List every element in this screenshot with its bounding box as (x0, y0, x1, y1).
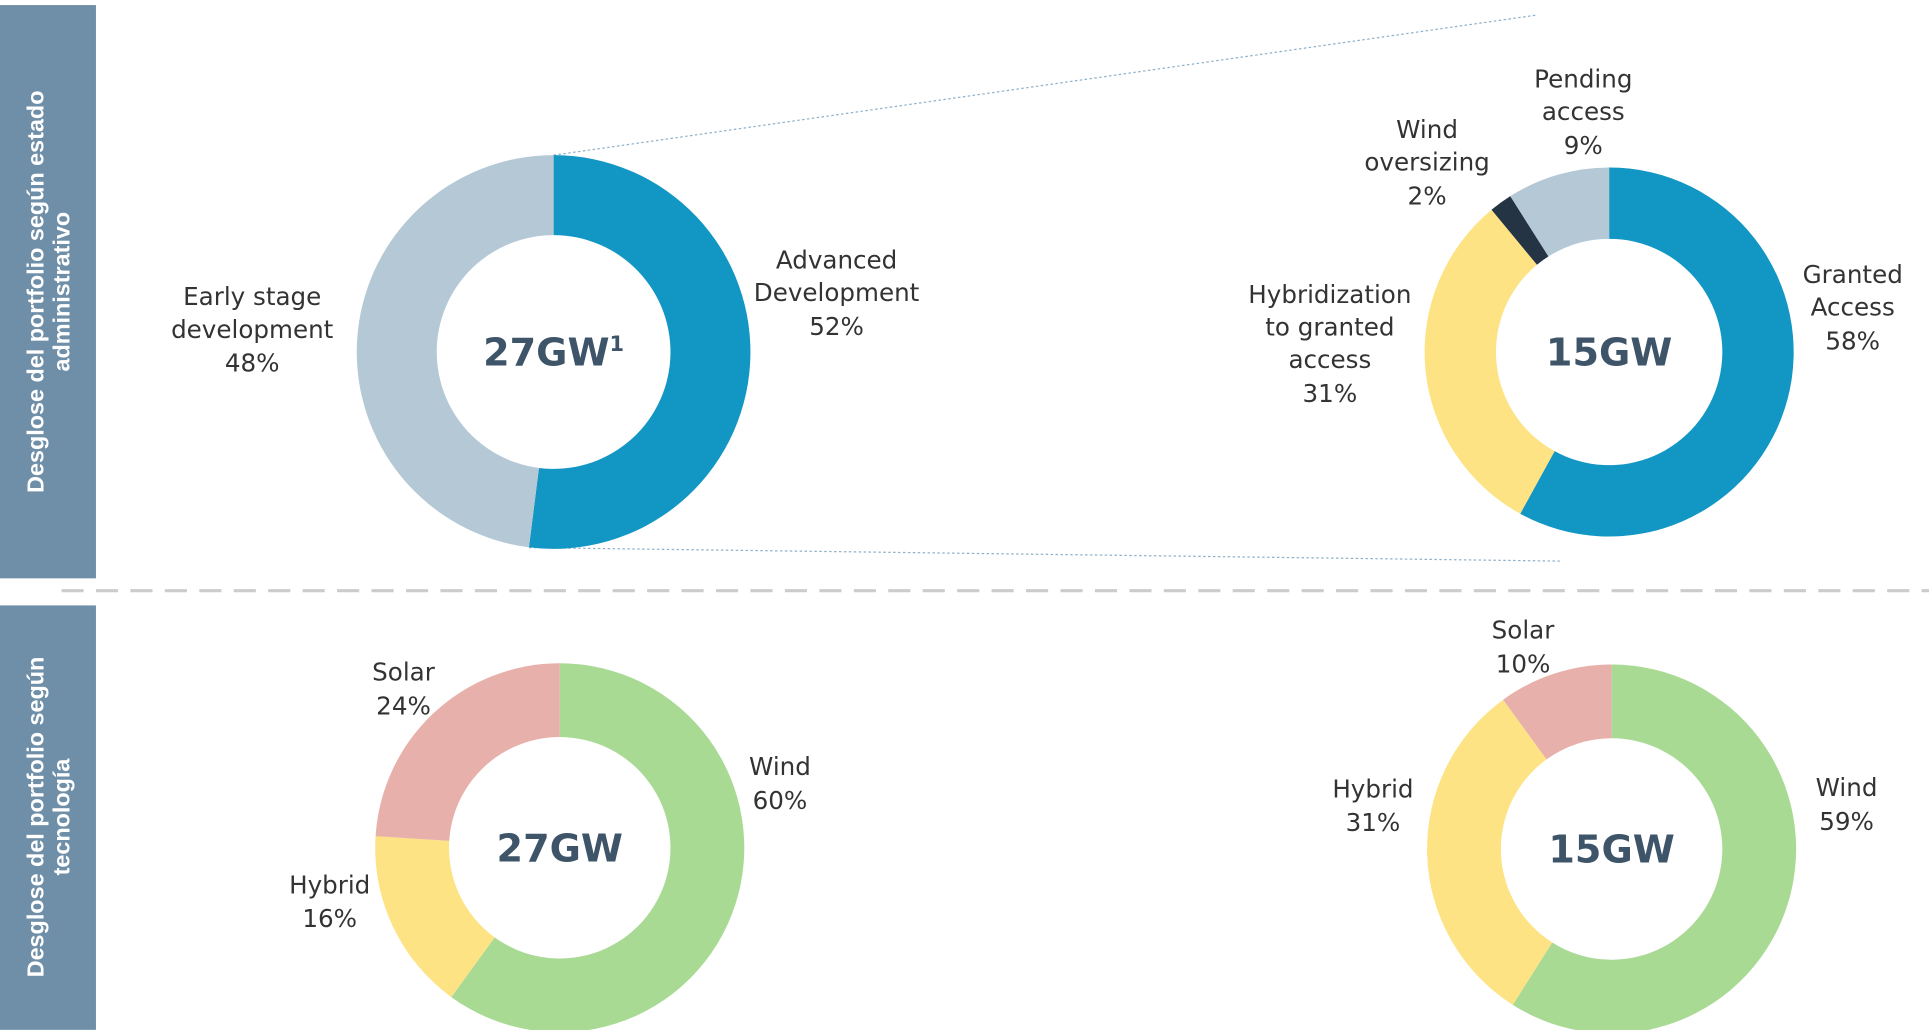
slice-label: Early stage development (171, 282, 334, 344)
donut-slice (1503, 664, 1612, 760)
slice-value-label: 52% (809, 312, 864, 341)
slice-label: Solar (372, 657, 436, 686)
center-label: 15GW (1548, 828, 1674, 872)
slice-value-label: 16% (302, 904, 357, 933)
slice-label: Wind oversizing (1364, 115, 1489, 177)
slice-label: Wind (749, 752, 811, 781)
zoom-line (528, 546, 1563, 562)
donut-slice (528, 155, 751, 549)
slice-value-label: 48% (225, 349, 280, 378)
side-title-line: Desglose del portfolio según estado (23, 91, 49, 493)
side-title-line: administrativo (49, 212, 75, 372)
center-label: 27GW1 (483, 331, 624, 375)
donut-slice (1520, 167, 1794, 537)
donut-slice (1510, 167, 1610, 257)
donut-slice (1491, 196, 1549, 265)
slice-label: Hybrid (289, 870, 370, 899)
center-label: 27GW (497, 826, 623, 870)
slice-value-label: 58% (1825, 327, 1880, 356)
slice-value-label: 60% (753, 786, 808, 815)
slice-value-label: 9% (1564, 131, 1603, 160)
slice-label: Solar (1492, 616, 1556, 645)
slice-value-label: 2% (1408, 181, 1447, 210)
slice-label: Wind (1816, 773, 1878, 802)
footnote-mark: 1 (610, 332, 625, 356)
donut-slice (1427, 699, 1553, 1005)
donut-slice (1424, 209, 1555, 514)
side-panel (0, 605, 96, 1030)
slice-value-label: 31% (1303, 379, 1358, 408)
donut-slice (451, 663, 745, 1030)
donut-slice (1512, 664, 1797, 1030)
slice-value-label: 59% (1819, 807, 1874, 836)
slice-label: Advanced Development (754, 245, 920, 307)
center-value: 15GW (1546, 331, 1672, 375)
side-title: Desglose del portfolio según estado admin… (23, 91, 75, 493)
slice-label: Pending access (1534, 64, 1632, 126)
side-title-line: Desglose del portfolio según (23, 657, 49, 978)
donut-slice (375, 836, 495, 998)
slice-value-label: 31% (1346, 808, 1401, 837)
slice-value-label: 10% (1496, 649, 1551, 678)
center-value: 15GW (1548, 828, 1674, 872)
side-title-line: tecnología (49, 758, 75, 876)
zoom-line (553, 14, 1538, 156)
center-value: 27GW (483, 331, 609, 375)
slice-label: Granted Access (1803, 260, 1903, 322)
donut-slice (356, 155, 554, 548)
slice-label: Hybridization to granted access (1248, 280, 1411, 374)
center-label: 15GW (1546, 331, 1672, 375)
side-title: Desglose del portfolio según tecnología (23, 657, 75, 978)
center-value: 27GW (497, 826, 623, 870)
slice-value-label: 24% (376, 691, 431, 720)
side-panel (0, 5, 96, 579)
donut-slice (375, 663, 560, 841)
slice-label: Hybrid (1332, 774, 1413, 803)
